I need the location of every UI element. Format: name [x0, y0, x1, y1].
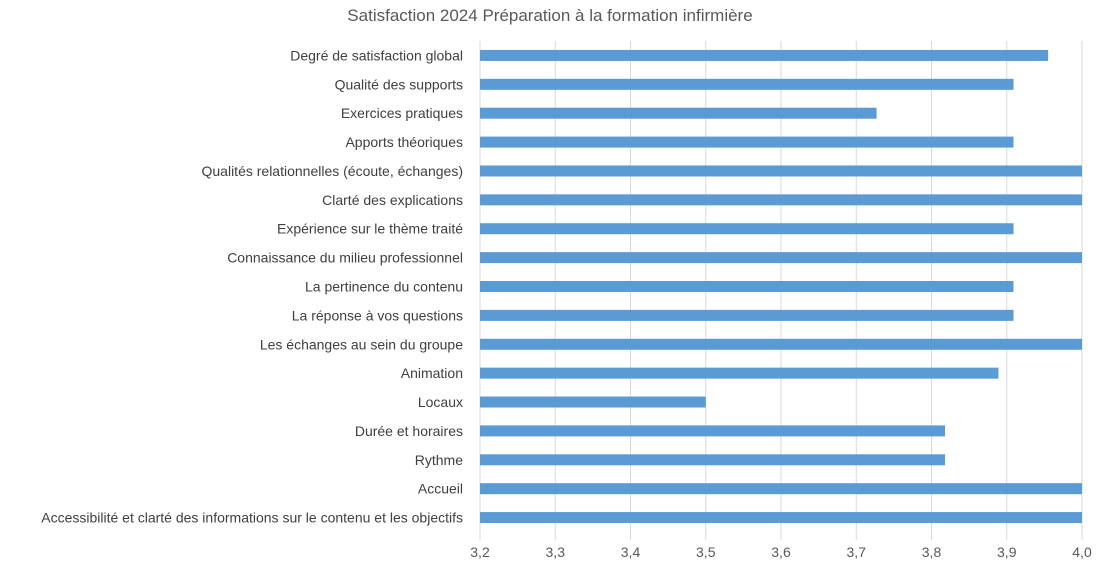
bar — [480, 425, 946, 437]
x-tick-label: 3,8 — [922, 544, 942, 560]
bar — [480, 281, 1014, 292]
category-label: Qualité des supports — [335, 76, 463, 92]
category-label: Durée et horaires — [355, 423, 463, 439]
category-label: La pertinence du contenu — [305, 279, 463, 295]
x-tick-label: 3,2 — [470, 544, 490, 560]
category-label: Accueil — [418, 481, 463, 497]
x-tick-label: 3,3 — [546, 544, 566, 560]
x-tick-label: 3,9 — [997, 544, 1017, 560]
bar — [480, 107, 877, 119]
x-tick-label: 4,0 — [1072, 544, 1092, 560]
x-tick-label: 3,5 — [696, 544, 716, 560]
category-label: Rythme — [415, 452, 463, 468]
bar — [480, 252, 1082, 264]
x-tick-label: 3,6 — [771, 544, 791, 560]
chart-title: Satisfaction 2024 Préparation à la forma… — [0, 6, 1100, 26]
chart-title-text: Satisfaction 2024 Préparation à la forma… — [347, 6, 753, 25]
x-tick-label: 3,4 — [621, 544, 641, 560]
bar — [480, 78, 1014, 90]
bar — [480, 223, 1014, 235]
category-label: Locaux — [418, 394, 463, 410]
category-label: Animation — [401, 365, 463, 381]
category-label: Clarté des explications — [322, 192, 463, 208]
bar — [480, 396, 706, 408]
bar — [480, 338, 1082, 350]
category-label: Qualités relationnelles (écoute, échange… — [202, 163, 464, 179]
bar — [480, 194, 1082, 206]
category-label: Exercices pratiques — [341, 105, 463, 121]
category-label: La réponse à vos questions — [292, 307, 463, 323]
bar — [480, 309, 1014, 321]
bar — [480, 367, 999, 379]
bar — [480, 512, 1082, 524]
bar — [480, 483, 1082, 495]
category-label: Connaissance du milieu professionnel — [227, 250, 463, 266]
category-label: Degré de satisfaction global — [290, 47, 463, 63]
category-label: Apports théoriques — [345, 134, 463, 150]
bar — [480, 165, 1082, 177]
bar — [480, 49, 1049, 61]
bar — [480, 454, 946, 466]
bar — [480, 136, 1014, 148]
category-label: Expérience sur le thème traité — [277, 221, 463, 237]
x-tick-label: 3,7 — [847, 544, 867, 560]
category-label: Les échanges au sein du groupe — [260, 336, 463, 352]
category-label: Accessibilité et clarté des informations… — [41, 510, 463, 526]
